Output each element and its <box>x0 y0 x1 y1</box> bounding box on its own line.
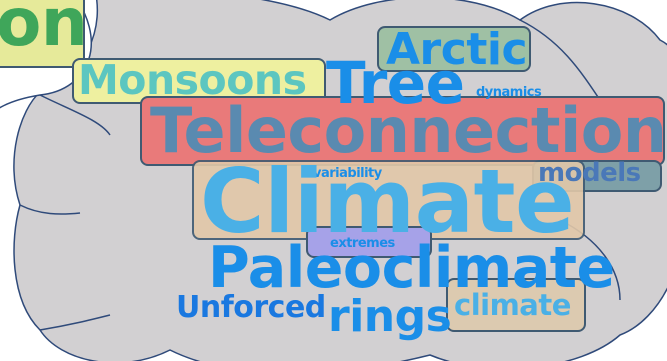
word-variability: variability <box>313 166 382 181</box>
highlight-partial <box>0 0 85 68</box>
word-arctic: Arctic <box>386 24 528 75</box>
word-models: models <box>538 158 641 188</box>
word-teleconnections: Teleconnections <box>150 94 667 167</box>
word-monsoons: Monsoons <box>78 56 307 104</box>
word-paleoclimate: Paleoclimate <box>208 235 615 301</box>
highlight-climate-small <box>446 278 586 332</box>
highlight-arctic <box>377 26 531 72</box>
word-unforced: Unforced <box>176 290 326 325</box>
cloud-inner-curve-left-3 <box>39 314 111 331</box>
highlight-extremes <box>306 226 432 258</box>
word-rings: rings <box>328 291 452 342</box>
cloud-inner-curve-right-2 <box>519 19 601 101</box>
word-extremes: extremes <box>330 236 395 251</box>
word-partial: on <box>0 0 88 61</box>
word-dynamics: dynamics <box>476 85 542 100</box>
word-climate-small: climate <box>454 288 571 322</box>
cloud-inner-curve-left-1 <box>39 94 111 136</box>
word-tree: Tree <box>326 49 465 117</box>
word-climate-big: Climate <box>200 150 575 253</box>
cloud-inner-curve-left-2 <box>19 204 81 215</box>
